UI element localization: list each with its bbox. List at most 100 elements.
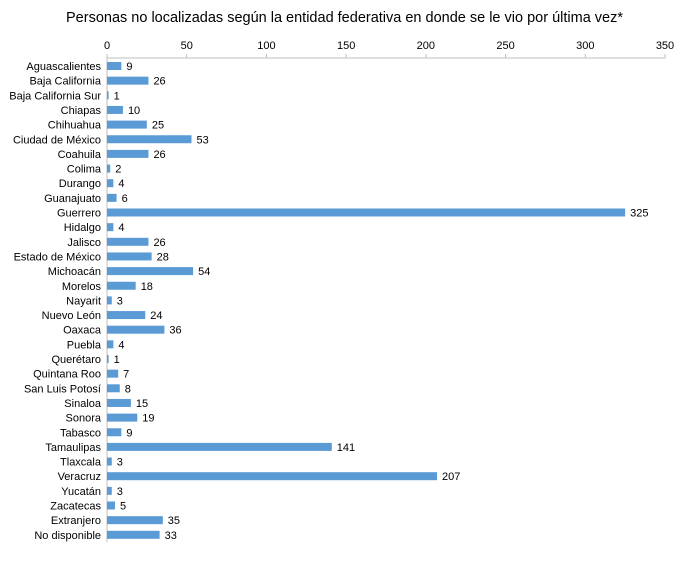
data-label: 4 — [118, 222, 124, 234]
data-label: 10 — [128, 105, 140, 117]
bar — [107, 164, 111, 173]
data-label: 3 — [117, 295, 123, 307]
category-label: Nuevo León — [42, 310, 101, 322]
bar — [107, 179, 114, 188]
bar — [107, 223, 114, 232]
data-label: 26 — [153, 237, 165, 249]
data-label: 1 — [114, 354, 120, 366]
bar — [107, 135, 192, 144]
data-label: 35 — [168, 515, 180, 527]
x-tick-label: 350 — [656, 40, 674, 52]
data-label: 19 — [142, 413, 154, 425]
bar — [107, 208, 626, 217]
category-label: Ciudad de México — [13, 134, 101, 146]
data-label: 28 — [157, 251, 169, 263]
category-label: Sinaloa — [64, 398, 102, 410]
bar — [107, 62, 122, 70]
bar — [107, 340, 114, 349]
category-label: Jalisco — [67, 237, 101, 249]
bar — [107, 105, 123, 114]
category-label: Chiapas — [61, 105, 102, 117]
category-label: Guerrero — [57, 208, 101, 220]
bar — [107, 516, 163, 525]
data-label: 5 — [120, 501, 126, 513]
x-tick-label: 50 — [181, 40, 193, 52]
category-label: Tabasco — [60, 427, 101, 439]
category-label: No disponible — [34, 530, 101, 542]
bar — [107, 457, 112, 466]
x-tick-label: 150 — [337, 40, 355, 52]
bar — [107, 76, 149, 85]
category-label: Colima — [67, 164, 102, 176]
category-label: Michoacán — [48, 266, 101, 278]
category-label: Chihuahua — [48, 120, 102, 132]
category-label: Coahuila — [58, 149, 102, 161]
category-label: Morelos — [62, 281, 102, 293]
category-label: Nayarit — [66, 295, 101, 307]
x-tick-label: 100 — [257, 40, 275, 52]
bar — [107, 398, 131, 407]
data-label: 26 — [153, 149, 165, 161]
bar — [107, 355, 109, 363]
category-label: San Luis Potosí — [24, 383, 101, 395]
category-label: Yucatán — [61, 486, 101, 498]
data-label: 4 — [118, 339, 124, 351]
data-label: 9 — [126, 61, 132, 73]
data-label: 36 — [169, 325, 181, 337]
bar — [107, 428, 122, 437]
category-label: Estado de México — [14, 251, 101, 263]
bar — [107, 325, 165, 334]
category-label: Quintana Roo — [33, 369, 101, 381]
data-label: 18 — [141, 281, 153, 293]
category-label: Hidalgo — [64, 222, 101, 234]
data-label: 9 — [126, 427, 132, 439]
data-label: 25 — [152, 120, 164, 132]
category-label: Veracruz — [58, 471, 101, 483]
bar — [107, 472, 438, 481]
bar — [107, 237, 149, 246]
category-label: Puebla — [67, 339, 102, 351]
data-label: 207 — [442, 471, 460, 483]
bar — [107, 501, 115, 510]
bar — [107, 193, 117, 202]
category-label: Guanajuato — [44, 193, 101, 205]
data-label: 7 — [123, 369, 129, 381]
data-label: 8 — [125, 383, 131, 395]
category-label: Tlaxcala — [60, 457, 102, 469]
bar — [107, 91, 109, 100]
x-tick-label: 300 — [576, 40, 594, 52]
bar — [107, 530, 160, 539]
bar — [107, 252, 152, 261]
data-label: 6 — [122, 193, 128, 205]
bar — [107, 149, 149, 158]
bar — [107, 413, 138, 422]
category-label: Zacatecas — [50, 501, 101, 513]
data-label: 325 — [630, 208, 648, 220]
chart-title: Personas no localizadas según la entidad… — [66, 10, 623, 26]
data-label: 54 — [198, 266, 210, 278]
category-label: Tamaulipas — [45, 442, 101, 454]
data-label: 33 — [165, 530, 177, 542]
data-label: 3 — [117, 457, 123, 469]
bar — [107, 442, 332, 451]
category-label: Querétaro — [51, 354, 101, 366]
bar — [107, 369, 119, 378]
category-label: Sonora — [66, 413, 102, 425]
data-label: 53 — [196, 134, 208, 146]
category-label: Oaxaca — [63, 325, 102, 337]
bar — [107, 267, 194, 276]
data-label: 24 — [150, 310, 162, 322]
bar — [107, 281, 136, 290]
category-label: Baja California Sur — [9, 90, 101, 102]
data-label: 3 — [117, 486, 123, 498]
category-label: Extranjero — [51, 515, 101, 527]
data-label: 26 — [153, 76, 165, 88]
bar — [107, 120, 147, 129]
x-tick-label: 0 — [104, 40, 110, 52]
category-label: Aguascalientes — [26, 61, 101, 73]
data-label: 1 — [114, 90, 120, 102]
data-label: 2 — [115, 164, 121, 176]
category-label: Baja California — [29, 76, 101, 88]
